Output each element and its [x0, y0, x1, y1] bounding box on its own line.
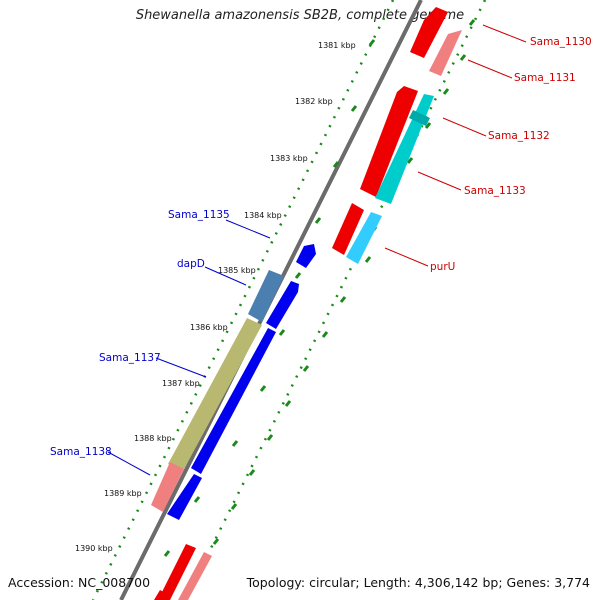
callout-line [442, 117, 487, 137]
tick-label: 1389 kbp [104, 489, 142, 498]
callout-line [384, 247, 429, 267]
gene-sama-1135[interactable] [296, 244, 316, 268]
inner-tick-marks [163, 39, 376, 557]
gene-label-purU[interactable]: purU [430, 261, 455, 273]
gene-label-sama-1135[interactable]: Sama_1135 [168, 209, 230, 221]
gene-dapD-partner[interactable] [266, 281, 299, 329]
tick-label: 1384 kbp [244, 211, 282, 220]
gene-label-dapD[interactable]: dapD [177, 258, 205, 270]
gene-sama-1132[interactable] [360, 86, 418, 197]
outer-tick-marks [212, 19, 476, 545]
gene-purU[interactable] [346, 212, 382, 264]
gene-sama-1133-start[interactable] [409, 110, 430, 126]
callout-line [482, 24, 527, 43]
gene-label-sama-1137[interactable]: Sama_1137 [99, 352, 161, 364]
genome-title: Shewanella amazonensis SB2B, complete ge… [135, 8, 465, 23]
tick-label: 1390 kbp [75, 544, 113, 553]
tick-label: 1386 kbp [190, 323, 228, 332]
callout-line [417, 171, 462, 191]
callout-line [225, 219, 271, 239]
gene-sama-1130[interactable] [410, 7, 448, 58]
gene-bottom-red-inner[interactable] [154, 590, 167, 600]
tick-label: 1385 kbp [218, 266, 256, 275]
callout-line [107, 451, 151, 476]
gene-label-sama-1130[interactable]: Sama_1130 [530, 36, 592, 48]
gene-dapD[interactable] [248, 270, 284, 322]
tick-label: 1382 kbp [295, 97, 333, 106]
gene-purU-partner[interactable] [332, 203, 364, 255]
gene-label-sama-1131[interactable]: Sama_1131 [514, 72, 576, 84]
gene-label-sama-1138[interactable]: Sama_1138 [50, 446, 112, 458]
tick-label: 1388 kbp [134, 434, 172, 443]
gene-sama-1138-partner[interactable] [167, 474, 202, 520]
tick-label: 1387 kbp [162, 379, 200, 388]
callout-line [155, 357, 207, 378]
tick-label: 1381 kbp [318, 41, 356, 50]
genome-summary: Topology: circular; Length: 4,306,142 bp… [246, 575, 590, 590]
gene-bottom-pink[interactable] [178, 552, 212, 600]
gene-label-sama-1133[interactable]: Sama_1133 [464, 185, 526, 197]
tick-label: 1383 kbp [270, 154, 308, 163]
gene-sama-1137-partner[interactable] [191, 328, 276, 474]
callout-line [204, 266, 247, 286]
gene-label-sama-1132[interactable]: Sama_1132 [488, 130, 550, 142]
gene-bottom-red[interactable] [158, 544, 196, 600]
callout-line [467, 59, 513, 79]
gene-sama-1138[interactable] [151, 462, 184, 512]
gene-sama-1137[interactable] [168, 318, 262, 471]
gene-sama-1131[interactable] [429, 30, 462, 76]
outer-dotted-ring [183, 0, 487, 600]
accession-label: Accession: NC_008700 [8, 575, 151, 590]
inner-dotted-ring [91, 0, 395, 600]
